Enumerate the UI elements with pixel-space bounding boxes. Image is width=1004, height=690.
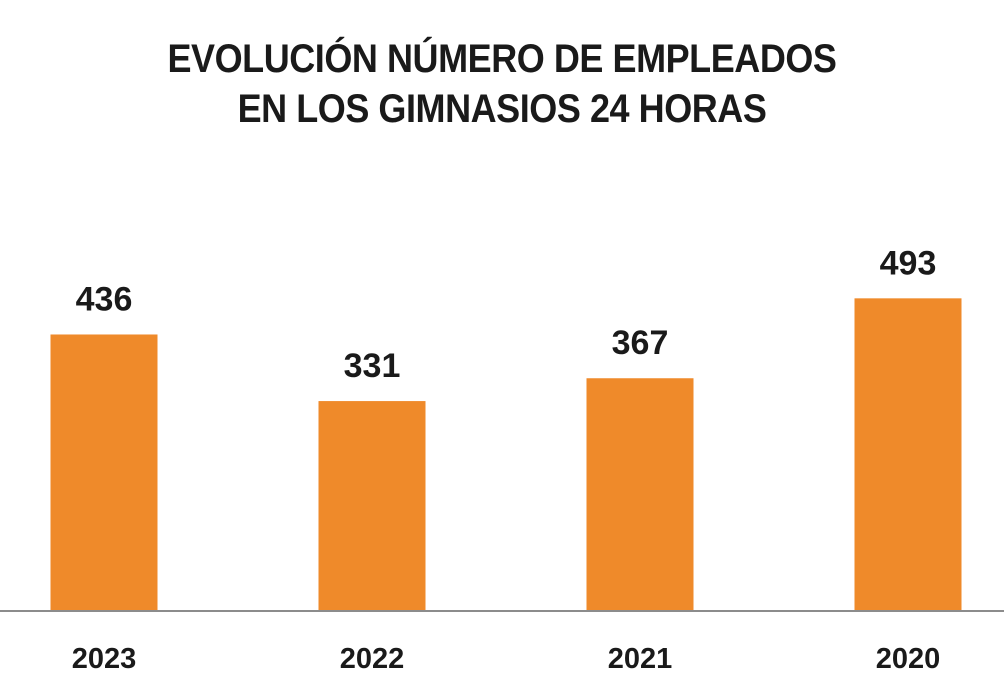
bar-2022: [318, 401, 426, 611]
x-tick-labels-group: 2023 2022 2021 2020: [72, 643, 941, 675]
value-label-2021: 367: [612, 324, 669, 362]
x-tick-label-2021: 2021: [608, 643, 673, 675]
x-tick-label-2020: 2020: [876, 643, 941, 675]
x-tick-label-2022: 2022: [340, 643, 405, 675]
chart-title: EVOLUCIÓN NÚMERO DE EMPLEADOS EN LOS GIM…: [0, 34, 1004, 134]
bar-2020: [854, 298, 962, 611]
x-tick-label-2023: 2023: [72, 643, 137, 675]
value-label-2022: 331: [344, 347, 401, 385]
value-label-2023: 436: [76, 280, 133, 318]
bar-2021: [586, 378, 694, 611]
chart-title-line-1: EVOLUCIÓN NÚMERO DE EMPLEADOS: [167, 37, 837, 81]
chart-title-line-2: EN LOS GIMNASIOS 24 HORAS: [237, 87, 767, 131]
value-labels-group: 436 331 367 493: [76, 244, 937, 385]
bar-2023: [50, 334, 158, 611]
value-label-2020: 493: [880, 244, 937, 282]
bars-group: [50, 298, 962, 611]
